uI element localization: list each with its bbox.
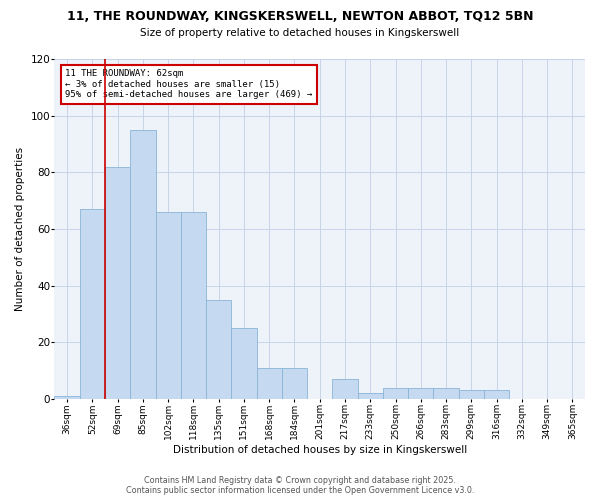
- Text: 11, THE ROUNDWAY, KINGSKERSWELL, NEWTON ABBOT, TQ12 5BN: 11, THE ROUNDWAY, KINGSKERSWELL, NEWTON …: [67, 10, 533, 23]
- Bar: [130, 130, 155, 399]
- Bar: [206, 300, 232, 399]
- Bar: [332, 379, 358, 399]
- Bar: [55, 396, 80, 399]
- Bar: [155, 212, 181, 399]
- Text: 11 THE ROUNDWAY: 62sqm
← 3% of detached houses are smaller (15)
95% of semi-deta: 11 THE ROUNDWAY: 62sqm ← 3% of detached …: [65, 69, 313, 99]
- Bar: [257, 368, 282, 399]
- Bar: [433, 388, 458, 399]
- Bar: [282, 368, 307, 399]
- Bar: [181, 212, 206, 399]
- Bar: [383, 388, 408, 399]
- X-axis label: Distribution of detached houses by size in Kingskerswell: Distribution of detached houses by size …: [173, 445, 467, 455]
- Text: Size of property relative to detached houses in Kingskerswell: Size of property relative to detached ho…: [140, 28, 460, 38]
- Bar: [105, 166, 130, 399]
- Bar: [232, 328, 257, 399]
- Bar: [458, 390, 484, 399]
- Bar: [80, 209, 105, 399]
- Bar: [358, 393, 383, 399]
- Y-axis label: Number of detached properties: Number of detached properties: [15, 147, 25, 311]
- Bar: [408, 388, 433, 399]
- Bar: [484, 390, 509, 399]
- Text: Contains HM Land Registry data © Crown copyright and database right 2025.
Contai: Contains HM Land Registry data © Crown c…: [126, 476, 474, 495]
